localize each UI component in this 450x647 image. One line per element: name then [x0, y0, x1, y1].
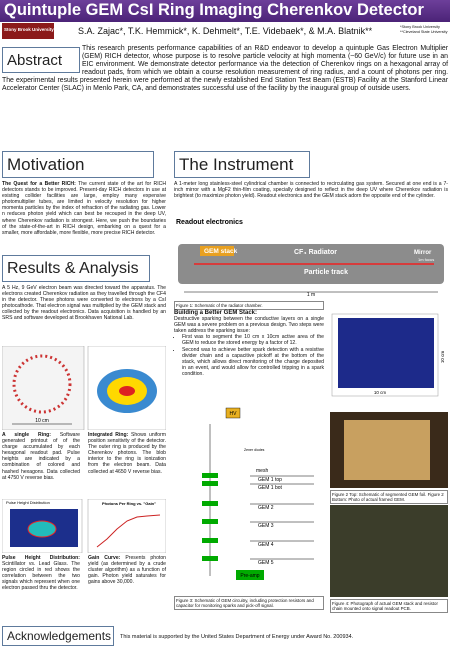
- section-heading: Abstract: [2, 47, 80, 73]
- caption: Figure 4: Photograph of actual GEM stack…: [330, 599, 448, 614]
- figure-bg: [174, 406, 324, 594]
- label: Particle track: [304, 269, 348, 276]
- photo: [330, 505, 448, 597]
- scale-label: 10 cm: [35, 418, 49, 424]
- figure-2: 10 cm 10 cm: [330, 313, 448, 488]
- hv-box: [225, 407, 241, 419]
- label: 1m focus: [418, 257, 434, 262]
- dimension: 10 cm: [440, 351, 445, 364]
- single-ring-plot: [2, 346, 85, 430]
- ack-text: This material is supported by the United…: [120, 634, 354, 640]
- circled-region: [27, 520, 57, 538]
- plot-title: Pulse Height Distribution: [6, 500, 50, 505]
- body: Scintillator vs. Lead Glass. The region …: [2, 561, 80, 592]
- title-bar: [0, 0, 450, 22]
- affiliation: *Stony Brook University: [400, 25, 440, 29]
- lead: The Quest for a Better RICH:: [2, 181, 76, 187]
- section-heading: Results & Analysis: [2, 255, 150, 282]
- instrument-text: A 1-meter long stainless-steel cylindric…: [174, 181, 448, 200]
- label: mesh: [256, 468, 268, 474]
- resistor: [202, 473, 218, 478]
- label: GEM stack: [204, 248, 238, 255]
- single-ring-text: A single Ring: Software generated printo…: [2, 432, 80, 481]
- label: GEM 1 top: [258, 477, 282, 483]
- label: Readout electronics: [176, 219, 243, 226]
- gain-text: Gain Curve: Presents photon yield (as de…: [88, 555, 166, 585]
- authors: S.A. Zajac*, T.K. Hemmick*, K. Dehmelt*,…: [78, 26, 373, 36]
- building-text: Building a Better GEM Stack: Destructive …: [174, 310, 324, 377]
- lead: Pulse Height Distribution:: [2, 555, 80, 561]
- abstract-body: This research presents performance capab…: [2, 45, 448, 92]
- label: 1 m: [307, 292, 315, 298]
- label: Zener diodes: [244, 448, 265, 452]
- resistor: [202, 481, 218, 486]
- affiliation: **Cleveland State University: [400, 30, 448, 34]
- label: Mirror: [414, 250, 432, 256]
- motivation-text: The Quest for a Better RICH: The current…: [2, 181, 166, 236]
- logo: [2, 23, 54, 39]
- lead: Building a Better GEM Stack:: [174, 310, 258, 316]
- caption: Figure 3: Schematic of GEM circuitry, in…: [174, 596, 324, 611]
- plots: Pulse Height Distribution Photons Per Ri…: [2, 499, 166, 553]
- ring-figures: 10 cm: [2, 346, 166, 430]
- section-heading: Acknowledgements: [2, 626, 114, 646]
- results-text: A 5 Hz, 9 GeV electron beam was directed…: [2, 285, 166, 322]
- label: GEM 2: [258, 505, 274, 511]
- caption: Figure 2 Top: Schematic of segmented GEM…: [330, 490, 448, 505]
- title: Quintuple GEM CsI Ring Imaging Cherenkov…: [4, 1, 424, 19]
- section-heading: Motivation: [2, 151, 154, 178]
- lead: Integrated Ring:: [88, 432, 129, 438]
- bullet: Second was to achieve better spark detec…: [182, 347, 324, 377]
- body: Presents photon yield (as determined by …: [88, 555, 166, 586]
- body: The current state of the art for RICH de…: [2, 181, 166, 236]
- label: HV: [230, 411, 238, 417]
- caption: Figure 1: Schematic of the radiator cham…: [174, 301, 324, 311]
- resistor: [202, 538, 218, 543]
- lead: Gain Curve:: [88, 555, 121, 561]
- logo-text: Stony Brook University: [4, 27, 54, 32]
- gain-curve: [96, 514, 161, 548]
- integrated-ring-text: Integrated Ring: Shows uniform position …: [88, 432, 166, 475]
- label: Pre-amp: [240, 573, 259, 579]
- figure-1: Readout electronics GEM stack CF₄ Radiat…: [174, 216, 448, 300]
- label: GEM 5: [258, 560, 274, 566]
- gem-levels: GEM 1 top GEM 1 bot GEM 2 GEM 3 GEM 4 GEM 5: [202, 473, 314, 566]
- resistor: [202, 519, 218, 524]
- resistor: [202, 556, 218, 561]
- ring: [12, 354, 72, 414]
- abstract-text: This research presents performance capab…: [2, 45, 448, 92]
- bullet: First was to segment the 10 cm x 10cm ac…: [182, 334, 324, 346]
- preamp-box: [236, 570, 264, 580]
- gem-stack: [200, 246, 234, 256]
- body: Destructive sparking between the conduct…: [174, 316, 324, 335]
- body: Shows uniform position sensitivity of th…: [88, 432, 166, 475]
- label: GEM 4: [258, 542, 274, 548]
- plot-title: Photons Per Ring vs. "Gain": [102, 501, 156, 506]
- ring-surface: [119, 386, 135, 396]
- body: Software generated printout of of the ch…: [2, 432, 80, 481]
- label: GEM 3: [258, 523, 274, 529]
- label: GEM 1 bot: [258, 485, 283, 491]
- dimension: 10 cm: [374, 390, 387, 395]
- resistor: [202, 501, 218, 506]
- lead: A single Ring:: [2, 432, 51, 438]
- gem-photo: [344, 420, 430, 480]
- label: CF₄ Radiator: [294, 249, 337, 256]
- section-heading: The Instrument: [174, 151, 310, 178]
- pulse-text: Pulse Height Distribution: Scintillator …: [2, 555, 80, 592]
- segments: [338, 318, 434, 388]
